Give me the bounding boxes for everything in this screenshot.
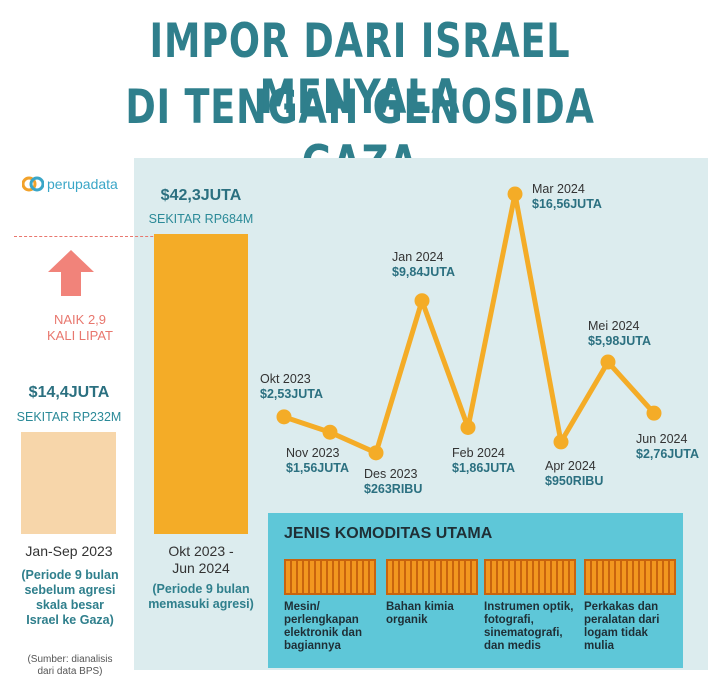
shipping-container-icon: [284, 559, 376, 595]
shipping-container-icon: [584, 559, 676, 595]
data-point: [646, 405, 662, 421]
logo: perupadata: [22, 174, 118, 194]
data-point: [414, 293, 430, 309]
commodity-item: Instrumen optik, fotografi, sinematograf…: [484, 559, 578, 653]
data-point: [460, 419, 476, 435]
x-tick-label: Mei 2024: [588, 319, 640, 333]
left-bar-value: $14,4JUTA: [28, 384, 110, 401]
commodities-box: JENIS KOMODITAS UTAMA Mesin/ perlengkapa…: [268, 513, 683, 668]
left-period: Jan-Sep 2023: [25, 543, 113, 559]
data-label: $263RIBU: [364, 482, 423, 496]
right-note: (Periode 9 bulan memasuki agresi): [148, 582, 254, 611]
data-point: [322, 424, 338, 440]
data-point: [368, 445, 384, 461]
data-label: $16,56JUTA: [532, 197, 602, 211]
data-label: $5,98JUTA: [588, 334, 651, 348]
data-point: [507, 186, 523, 202]
shipping-container-icon: [386, 559, 478, 595]
data-label: $1,56JUTA: [286, 461, 349, 475]
x-tick-label: Mar 2024: [532, 182, 585, 196]
left-note: (Periode 9 bulan sebelum agresi skala be…: [21, 568, 119, 627]
data-label: $9,84JUTA: [392, 265, 455, 279]
left-bar-approx: SEKITAR RP232M: [16, 410, 122, 424]
right-bar-value: $42,3JUTA: [160, 187, 242, 204]
data-point: [276, 409, 292, 425]
arrow-up-icon: [48, 250, 94, 296]
x-tick-label: Apr 2024: [545, 459, 596, 473]
right-bar: [154, 234, 248, 534]
data-label: $2,53JUTA: [260, 387, 323, 401]
data-label: $1,86JUTA: [452, 461, 515, 475]
x-tick-label: Jan 2024: [392, 250, 444, 264]
commodities-title: JENIS KOMODITAS UTAMA: [284, 525, 493, 542]
commodity-label: Mesin/ perlengkapan elektronik dan bagia…: [284, 601, 362, 652]
shipping-container-icon: [484, 559, 576, 595]
left-bar: [21, 431, 116, 534]
data-label: $2,76JUTA: [636, 447, 699, 461]
increase-label-line-2: KALI LIPAT: [47, 328, 113, 343]
commodity-label: Perkakas dan peralatan dari logam tidak …: [584, 601, 660, 652]
source-note: (Sumber: dianalisis dari data BPS): [27, 654, 113, 677]
x-tick-label: Des 2023: [364, 467, 418, 481]
x-tick-label: Nov 2023: [286, 446, 340, 460]
commodity-item: Perkakas dan peralatan dari logam tidak …: [584, 559, 678, 653]
right-period-line-1: Okt 2023 -: [168, 543, 234, 559]
commodity-label: Bahan kimia organik: [386, 601, 454, 626]
commodity-item: Bahan kimia organik: [386, 559, 480, 627]
data-point: [600, 354, 616, 370]
increase-label-line-1: NAIK 2,9: [53, 312, 107, 327]
commodity-label: Instrumen optik, fotografi, sinematograf…: [484, 601, 574, 652]
right-period-line-2: Jun 2024: [172, 560, 230, 576]
x-tick-label: Jun 2024: [636, 432, 688, 446]
right-period: Okt 2023 - Jun 2024: [146, 543, 256, 577]
data-label: $950RIBU: [545, 474, 604, 488]
logo-icon: [22, 176, 44, 192]
right-bar-approx: SEKITAR RP684M: [148, 212, 254, 226]
title-line-1: IMPOR DARI ISRAEL MENYALA: [149, 14, 571, 125]
data-point: [553, 434, 569, 450]
x-tick-label: Feb 2024: [452, 446, 505, 460]
increase-label: NAIK 2,9 KALI LIPAT: [20, 312, 140, 344]
x-tick-label: Okt 2023: [260, 372, 311, 386]
logo-text: perupadata: [47, 176, 118, 192]
commodity-item: Mesin/ perlengkapan elektronik dan bagia…: [284, 559, 378, 653]
reference-line: [14, 236, 244, 237]
